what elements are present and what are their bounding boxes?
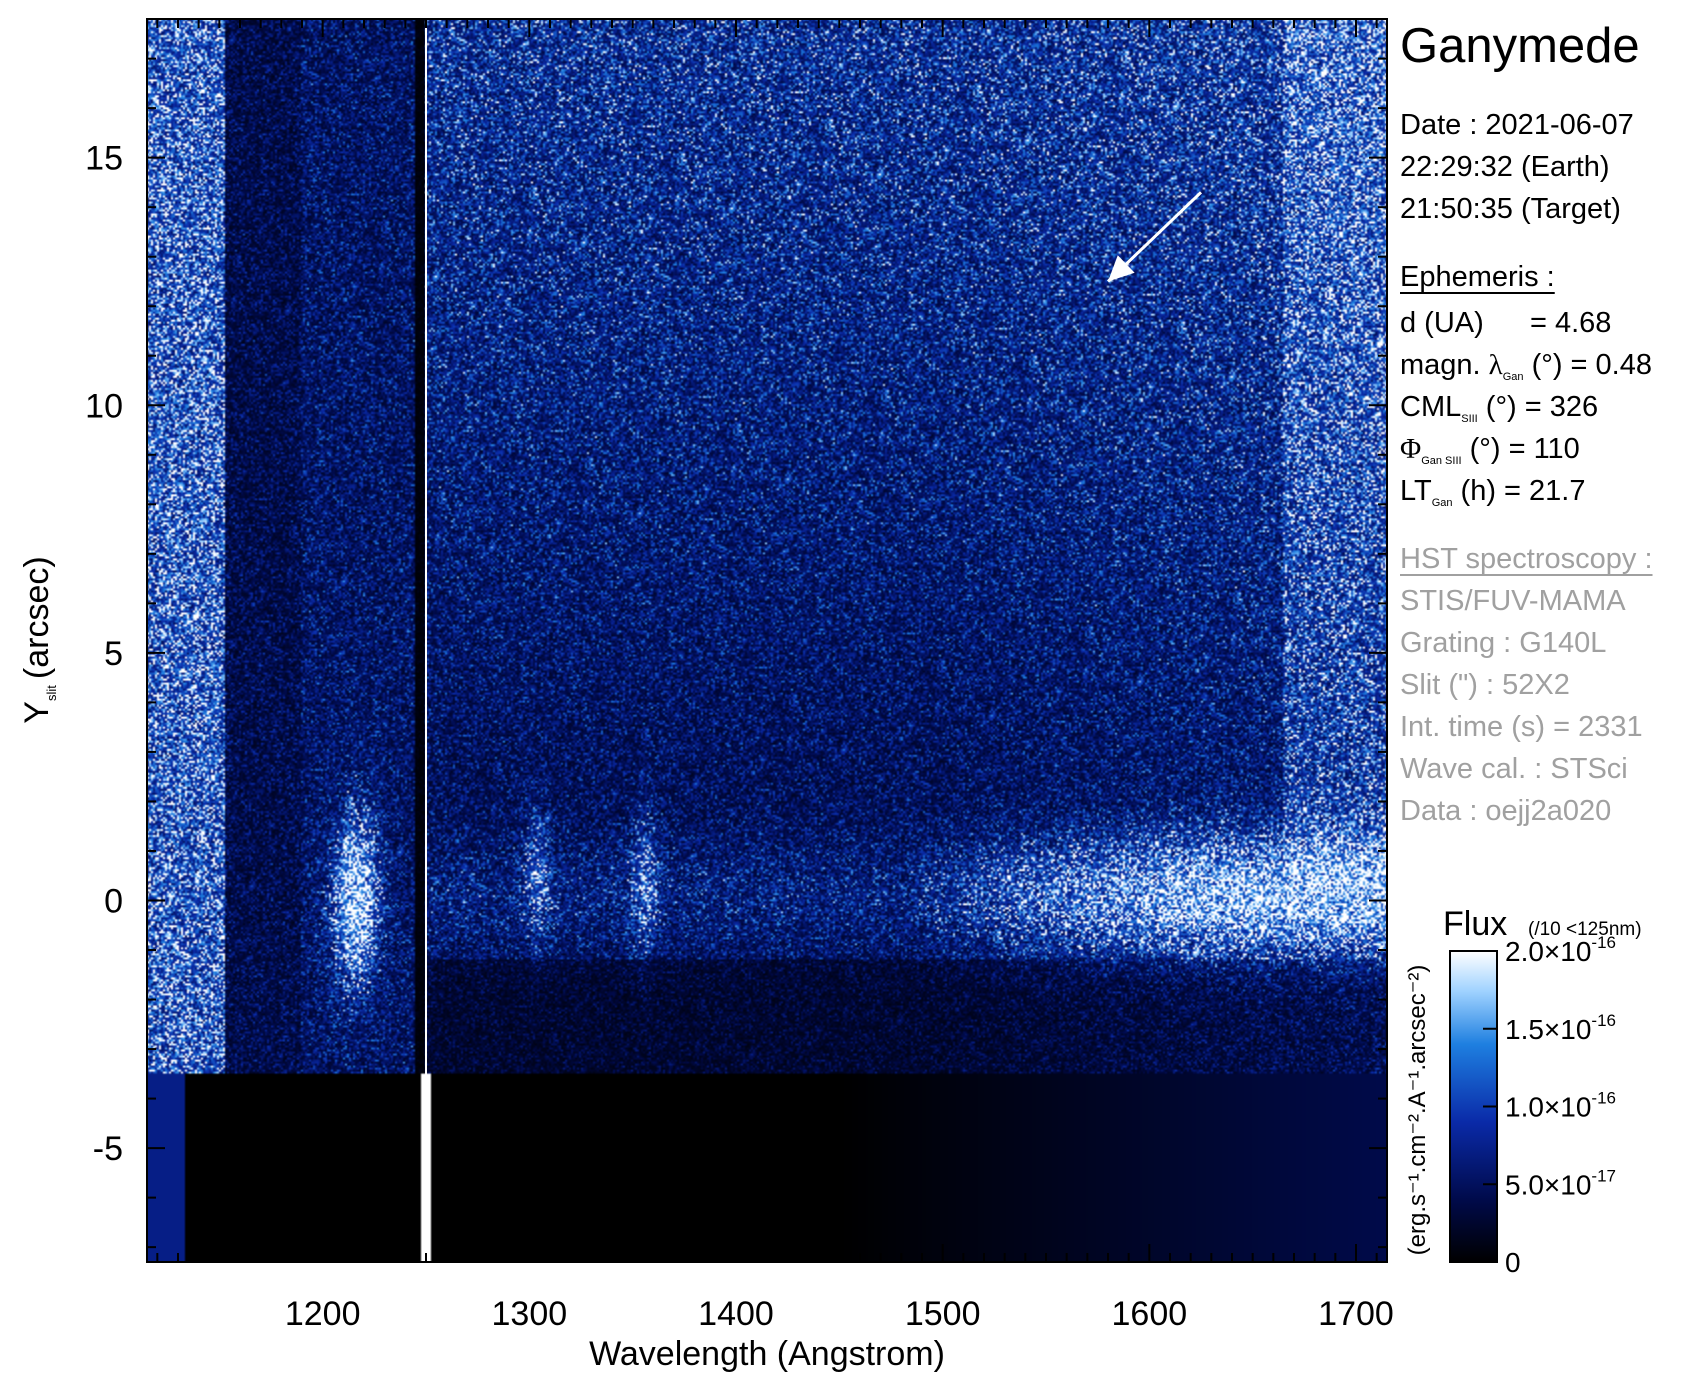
hst-int-time: Int. time (s) = 2331 xyxy=(1400,711,1643,743)
y-axis-title-unit: (arcsec) xyxy=(18,556,56,679)
plot-frame xyxy=(146,18,1388,1263)
eph-phase: ΦGan SIII (°) = 110 xyxy=(1400,428,1580,482)
y-tick-label: 0 xyxy=(104,882,123,920)
y-tick-label: -5 xyxy=(93,1130,123,1168)
hst-data: Data : oejj2a020 xyxy=(1400,795,1612,827)
eph-phase-post: (°) = 110 xyxy=(1461,433,1580,465)
plot-overlays xyxy=(425,19,1203,1262)
eph-local-time-post: (h) = 21.7 xyxy=(1452,475,1586,507)
phi-symbol: Φ xyxy=(1400,433,1422,465)
eph-phase-sub: Gan SIII xyxy=(1421,455,1462,467)
eph-latitude-post: (°) = 0.48 xyxy=(1523,349,1652,381)
lambda-symbol: λ xyxy=(1488,349,1503,381)
colorbar-tick-label: 0 xyxy=(1505,1247,1521,1278)
x-axis-title: Wavelength (Angstrom) xyxy=(589,1335,945,1373)
eph-local-time: LTGan (h) = 21.7 xyxy=(1400,470,1586,524)
date-line: Date : 2021-06-07 xyxy=(1400,109,1634,141)
x-tick-label: 1300 xyxy=(492,1295,568,1333)
svg-text:Yslit(arcsec): Yslit (arcsec) xyxy=(18,556,59,723)
hst-wave-cal: Wave cal. : STSci xyxy=(1400,753,1628,785)
eph-cml-pre: CML xyxy=(1400,391,1462,423)
colorbar-tick-label: 5.0×10-17 xyxy=(1505,1166,1616,1200)
y-axis: 15 10 5 0 -5 xyxy=(85,57,1387,1249)
eph-distance-label: d (UA) xyxy=(1400,307,1484,339)
colorbar: Flux (/10 <125nm) (erg.s⁻¹.cm⁻².A⁻¹.arcs… xyxy=(1404,905,1642,1278)
y-tick-label: 10 xyxy=(85,387,123,425)
x-tick-label: 1500 xyxy=(905,1295,981,1333)
eph-cml-post: (°) = 326 xyxy=(1477,391,1599,423)
x-tick-label: 1200 xyxy=(285,1295,361,1333)
eph-latitude-sub: Gan xyxy=(1502,371,1524,383)
y-axis-title-sub: slit xyxy=(44,685,59,701)
eph-cml-sub: SIII xyxy=(1461,413,1478,425)
x-axis: 1200 1300 1400 1500 1600 1700 xyxy=(156,19,1394,1333)
hst-grating: Grating : G140L xyxy=(1400,627,1607,659)
y-tick-label: 15 xyxy=(85,140,123,178)
eph-latitude: magn. λGan (°) = 0.48 xyxy=(1400,344,1652,398)
hst-instrument: STIS/FUV-MAMA xyxy=(1400,585,1626,617)
y-tick-label: 5 xyxy=(104,635,123,673)
eph-cml: CMLSIII (°) = 326 xyxy=(1400,386,1598,440)
x-tick-label: 1400 xyxy=(698,1295,774,1333)
colorbar-unit: (erg.s⁻¹.cm⁻².A⁻¹.arcsec⁻²) xyxy=(1404,965,1431,1256)
colorbar-ticks: 0 5.0×10-17 1.0×10-16 1.5×10-16 2.0×10-16 xyxy=(1483,933,1616,1278)
colorbar-tick-label: 2.0×10-16 xyxy=(1505,933,1616,967)
eph-local-time-pre: LT xyxy=(1400,475,1432,507)
eph-distance: d (UA) = 4.68 xyxy=(1400,302,1611,344)
time-target: 21:50:35 (Target) xyxy=(1400,193,1621,225)
time-earth: 22:29:32 (Earth) xyxy=(1400,151,1610,183)
hst-slit: Slit (") : 52X2 xyxy=(1400,669,1570,701)
ephemeris-header: Ephemeris : xyxy=(1400,261,1555,293)
eph-latitude-pre: magn. xyxy=(1400,349,1489,381)
colorbar-tick-label: 1.5×10-16 xyxy=(1505,1011,1616,1045)
x-tick-label: 1600 xyxy=(1112,1295,1188,1333)
spectral-image-pixels xyxy=(147,19,1387,1262)
colorbar-note: (/10 <125nm) xyxy=(1528,919,1642,940)
hst-header: HST spectroscopy : xyxy=(1400,543,1653,575)
colorbar-tick-label: 1.0×10-16 xyxy=(1505,1089,1616,1123)
colorbar-title: Flux xyxy=(1443,905,1507,943)
target-title: Ganymede xyxy=(1400,19,1640,73)
y-axis-title-main: Y xyxy=(18,701,56,724)
x-tick-label: 1700 xyxy=(1318,1295,1394,1333)
eph-distance-value: = 4.68 xyxy=(1530,307,1612,339)
feature-arrow-head xyxy=(1108,255,1135,282)
eph-local-time-sub: Gan xyxy=(1431,497,1453,509)
y-axis-title: Yslit (arcsec) xyxy=(18,556,59,723)
